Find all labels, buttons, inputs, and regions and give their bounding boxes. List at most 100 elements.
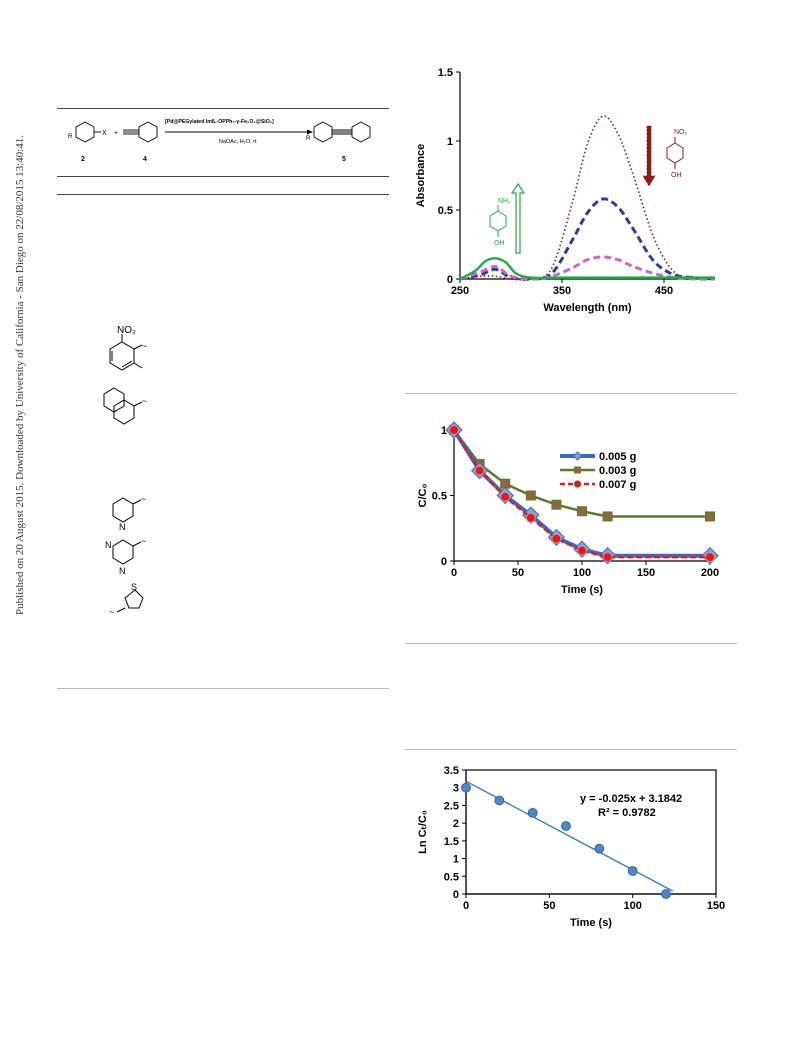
data-point — [705, 552, 715, 563]
x-tick-label: 100 — [573, 567, 591, 579]
y-tick-label: 0.5 — [432, 491, 447, 503]
x-tick-label: 250 — [451, 285, 469, 297]
y-tick-label: 1.5 — [444, 836, 459, 848]
legend-label: 0.007 g — [599, 479, 636, 491]
attachment-wavy: ~ — [142, 396, 147, 406]
compound-label-5: 5 — [342, 156, 346, 163]
x-tick-label: 200 — [701, 567, 719, 579]
figure-rule-3 — [405, 749, 737, 750]
x-tick-label: 150 — [637, 567, 655, 579]
y-tick-label: 2 — [453, 818, 459, 830]
legend-marker — [574, 466, 581, 474]
increase-arrow-icon — [510, 182, 526, 254]
data-point — [705, 511, 715, 522]
nitro-label: NO₂ — [117, 325, 136, 336]
pyridyl-structure: N ~ — [112, 494, 146, 532]
aminophenol-ring — [489, 210, 507, 232]
y-tick-label: 3.5 — [444, 765, 459, 777]
data-point — [494, 795, 505, 806]
data-point — [525, 512, 536, 523]
attachment-wavy: ~ — [142, 341, 147, 351]
data-point — [449, 425, 459, 435]
regression-equation: y = -0.025x + 3.1842 — [580, 793, 682, 805]
plus-sign: + — [114, 130, 118, 137]
table-rule-header — [57, 194, 389, 195]
reaction-scheme: R X 2 + 4 [Pd@PEGylated ImIL-OPPh₂-γ-Fe₂… — [68, 119, 371, 163]
hydroxyl-label: OH — [494, 240, 505, 247]
data-point — [474, 465, 485, 476]
x-tick-label: 0 — [463, 900, 469, 912]
download-watermark: Published on 20 August 2015. Downloaded … — [14, 135, 26, 615]
absorbance-series-line-3 — [459, 257, 715, 281]
decrease-arrow-icon — [642, 125, 656, 187]
uv-vis-absorbance-chart: 250 350 450 0 0.5 1 1.5 Wavelength (nm) Absorban… — [415, 67, 716, 314]
legend-marker — [572, 451, 583, 461]
x-axis-label: Time (s) — [570, 917, 612, 929]
product-r-label: R — [306, 136, 311, 142]
figure-rule-1 — [405, 393, 737, 394]
ln-concentration-vs-time-chart: 0 50 100 150 0 0.5 1 1.5 2 2.5 3 3.5 Time (s) Ln Cₜ/C… — [417, 765, 725, 929]
absorbance-series-line-1 — [459, 197, 716, 281]
attachment-wavy: ~ — [141, 494, 146, 504]
nitrophenol-annotation: NO₂ OH — [642, 125, 688, 187]
data-point — [594, 843, 605, 854]
x-label: X — [102, 130, 107, 137]
y-tick-label: 1 — [441, 425, 447, 437]
x-tick-label: 50 — [512, 567, 524, 579]
table-rule-mid — [57, 176, 389, 177]
data-point — [500, 491, 511, 502]
x-tick-label: 350 — [553, 285, 571, 297]
figure-rule-2 — [405, 643, 737, 644]
chart-legend: 0.005 g 0.003 g 0.007 g — [560, 451, 636, 491]
table-rule-top — [57, 108, 389, 109]
pyrimidine-nitrogen-2: N — [119, 566, 126, 576]
catalyst-label: [Pd@PEGylated ImIL-OPPh₂-γ-Fe₂O₃@SiO₂] — [165, 119, 274, 125]
nitrotolyl-structure: NO₂ ~ — [109, 325, 147, 371]
x-tick-label: 450 — [655, 285, 673, 297]
x-tick-label: 100 — [623, 900, 641, 912]
compound-label-2: 2 — [81, 156, 85, 163]
aryl-halide-structure — [75, 121, 101, 143]
compound-label-4: 4 — [143, 156, 147, 163]
data-point — [527, 807, 538, 818]
data-point — [602, 511, 613, 522]
pyrimidine-nitrogen-1: N — [105, 540, 112, 550]
diarylalkyne-structure — [313, 121, 371, 143]
pyrimidyl-structure: N N ~ — [105, 536, 146, 576]
r-substituent-label: R — [68, 134, 73, 140]
data-point — [551, 499, 562, 510]
pyridine-nitrogen: N — [119, 522, 126, 532]
attachment-wavy: ~ — [109, 607, 114, 617]
thienyl-structure: S ~ — [109, 582, 144, 617]
reaction-arrowhead — [307, 129, 313, 135]
data-point — [561, 821, 571, 831]
phenylacetylene-structure — [123, 121, 158, 143]
data-point — [525, 490, 536, 501]
y-tick-label: 0 — [453, 889, 459, 901]
legend-label: 0.003 g — [599, 465, 636, 477]
x-tick-label: 50 — [543, 900, 555, 912]
dihydronaphthyl-structure: ~ — [103, 387, 147, 425]
x-tick-label: 0 — [451, 567, 457, 579]
thiophene-sulfur: S — [131, 582, 137, 592]
y-tick-label: 1 — [453, 854, 459, 866]
y-axis-label: C/C₀ — [417, 484, 429, 508]
hydroxyl-label-2: OH — [671, 172, 682, 179]
nitro-group-label: NO₂ — [674, 129, 688, 136]
legend-label: 0.005 g — [599, 451, 636, 463]
data-point — [627, 866, 638, 876]
data-point — [602, 552, 613, 563]
absorbance-series-line-0 — [459, 115, 716, 281]
conditions-label: NaOAc, H₂O, rt — [219, 139, 257, 145]
data-point — [461, 782, 471, 793]
x-axis-label: Time (s) — [561, 584, 603, 596]
y-tick-label: 1.5 — [438, 67, 453, 79]
series-line-0007g — [452, 429, 710, 559]
series-line-0005g — [452, 428, 710, 558]
table-rule-bottom — [57, 688, 389, 689]
y-tick-label: 3 — [453, 783, 459, 795]
data-point — [577, 545, 587, 556]
data-point — [551, 533, 562, 544]
data-point — [577, 506, 587, 517]
